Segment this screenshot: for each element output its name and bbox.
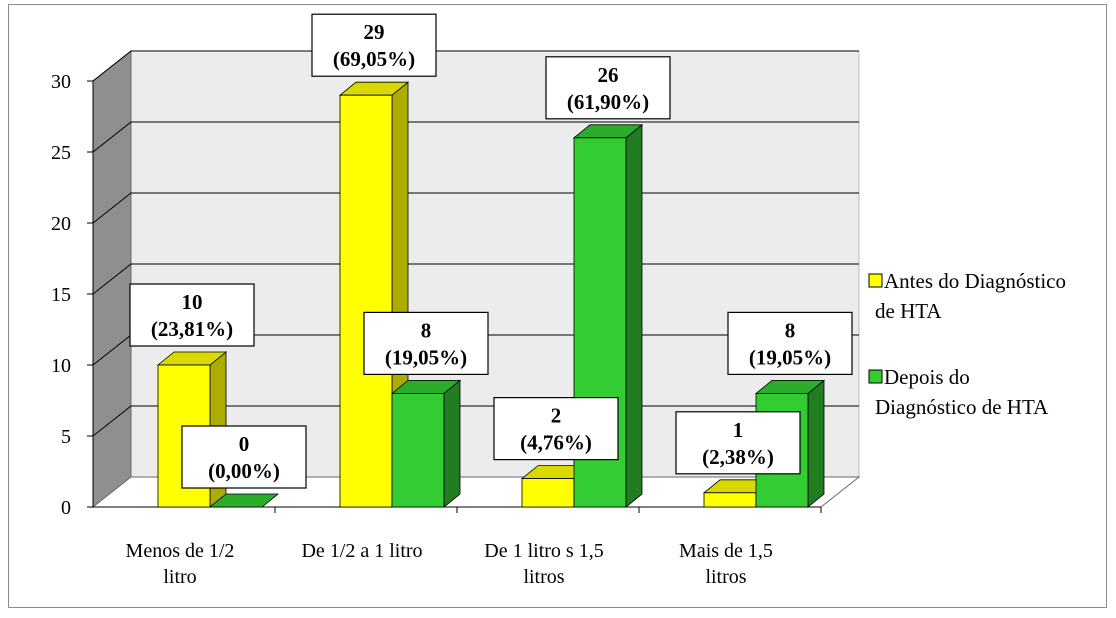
legend-label: de HTA (875, 299, 942, 323)
data-label-text: 8 (785, 318, 796, 342)
legend-swatch (868, 273, 883, 288)
data-label-text: 26 (598, 63, 619, 87)
data-label-box (129, 283, 255, 347)
bar-side (807, 379, 825, 508)
y-tick-label: 10 (51, 355, 71, 377)
data-label-text: (23,81%) (151, 317, 233, 341)
data-label-box (493, 397, 619, 461)
gridline (92, 121, 859, 153)
data-label-text: 8 (421, 318, 432, 342)
legend-label: Antes do Diagnóstico (884, 269, 1066, 293)
legend-entry: Depois do Diagnóstico de HTA (868, 365, 1049, 419)
data-label: 1 (2,38%) (675, 411, 801, 475)
data-label-box (675, 411, 801, 475)
data-label: 29 (69,05%) (311, 13, 437, 77)
x-category-label: litros (523, 566, 564, 588)
data-label-box (727, 311, 853, 375)
gridline (92, 50, 859, 82)
data-label-box (181, 425, 307, 489)
data-label-text: (69,05%) (333, 47, 415, 71)
legend-label: Diagnóstico de HTA (875, 395, 1049, 419)
bar-depois (208, 493, 280, 508)
legend-label: Depois do (884, 365, 970, 389)
bar-depois (390, 379, 462, 508)
x-category-label: litro (163, 566, 196, 588)
legend-entry: Antes do Diagnóstico de HTA (868, 269, 1066, 323)
data-label-text: (2,38%) (702, 445, 774, 469)
bar-front (339, 94, 393, 508)
data-label-text: (4,76%) (520, 431, 592, 455)
data-label-text: 0 (239, 432, 250, 456)
data-label-text: 1 (733, 418, 744, 442)
data-label-text: (19,05%) (385, 345, 467, 369)
y-tick-label: 25 (51, 142, 71, 164)
chart-area: 0 5 10 15 20 25 30 Menos de 1/2 litro De 1/2 a 1 … (8, 4, 1107, 608)
x-category-label: Mais de 1,5 (679, 540, 773, 562)
y-tick-label: 30 (51, 71, 71, 93)
data-label-box (311, 13, 437, 77)
data-label: 2 (4,76%) (493, 397, 619, 461)
legend-swatch (868, 369, 883, 384)
data-label-box (363, 311, 489, 375)
x-category-label: De 1/2 a 1 litro (301, 540, 422, 562)
data-label-box (545, 56, 671, 120)
bar-side (625, 123, 643, 508)
y-tick-label: 5 (61, 426, 71, 448)
bar-front (391, 392, 445, 508)
y-tick-label: 0 (61, 497, 71, 519)
data-label: 10 (23,81%) (129, 283, 255, 347)
data-label-text: (61,90%) (567, 90, 649, 114)
data-label: 8 (19,05%) (727, 311, 853, 375)
data-label-text: (0,00%) (208, 459, 280, 483)
x-category-label: litros (705, 566, 746, 588)
bar-front (521, 478, 575, 508)
data-label-text: 2 (551, 404, 562, 428)
bar-top (208, 493, 280, 508)
data-label: 0 (0,00%) (181, 425, 307, 489)
data-label-text: (19,05%) (749, 345, 831, 369)
y-tick-label: 15 (51, 284, 71, 306)
data-label-text: 29 (364, 20, 385, 44)
bar-side (443, 379, 461, 508)
data-label: 8 (19,05%) (363, 311, 489, 375)
x-category-label: Menos de 1/2 (126, 540, 235, 562)
bar-front (703, 492, 757, 508)
y-tick-label: 20 (51, 213, 71, 235)
x-category-label: De 1 litro s 1,5 (484, 540, 603, 562)
data-label: 26 (61,90%) (545, 56, 671, 120)
data-label-text: 10 (182, 290, 203, 314)
